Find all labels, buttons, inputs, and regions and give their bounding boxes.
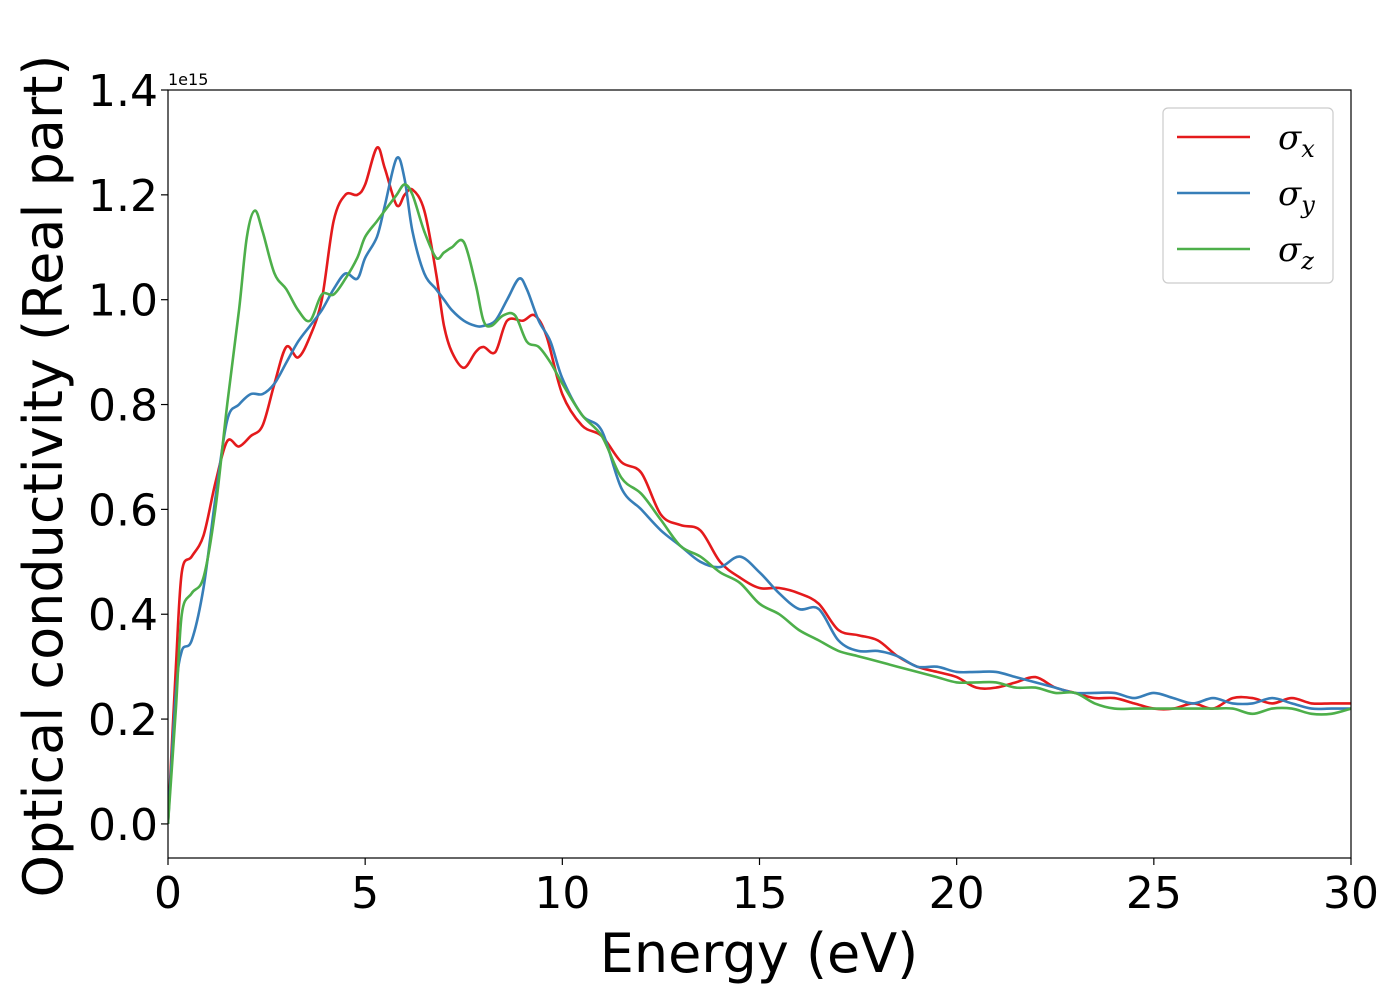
legend-label-z: σz (1278, 230, 1314, 275)
series-line-z (168, 183, 1351, 824)
y-tick-label: 0.4 (88, 590, 158, 641)
x-tick-label: 30 (1323, 868, 1379, 919)
legend-label-x: σx (1278, 118, 1315, 163)
legend-label-y: σy (1278, 174, 1315, 219)
y-tick-label: 1.0 (88, 276, 158, 327)
x-tick-label: 0 (154, 868, 182, 919)
x-tick-label: 20 (929, 868, 985, 919)
x-tick-label: 10 (534, 868, 590, 919)
legend: σx σy σz (1162, 107, 1334, 284)
y-tick-label: 0.6 (88, 485, 158, 536)
y-tick-label: 0.2 (88, 695, 158, 746)
x-axis-title: Energy (eV) (600, 922, 919, 985)
y-offset-label: 1e15 (168, 70, 208, 89)
y-tick-label: 1.2 (88, 171, 158, 222)
series-line-x (168, 146, 1351, 824)
legend-box (1162, 107, 1334, 284)
x-tick-label: 5 (351, 868, 379, 919)
y-axis-title: Optical conductivity (Real part) (12, 55, 75, 898)
x-tick-label: 25 (1126, 868, 1182, 919)
y-tick-label: 1.4 (88, 66, 158, 117)
x-tick-label: 15 (732, 868, 788, 919)
y-tick-label: 0.0 (88, 800, 158, 851)
y-tick-label: 0.8 (88, 381, 158, 432)
